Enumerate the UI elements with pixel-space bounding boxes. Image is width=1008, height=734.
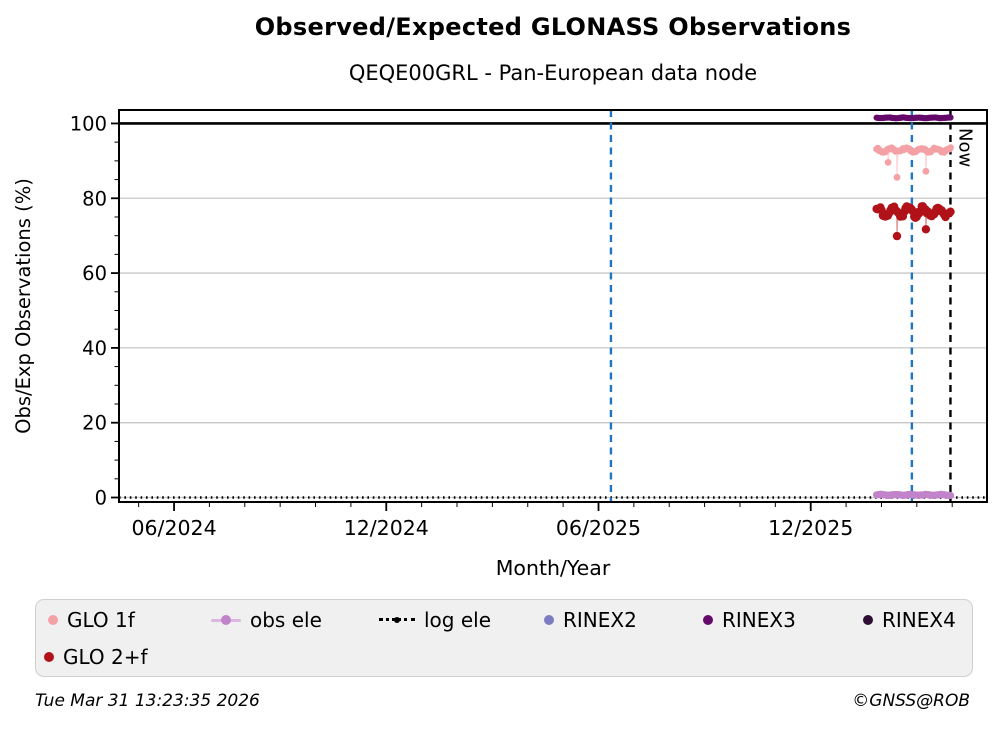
series-glo-1f [873, 144, 954, 181]
series-rinex3 [873, 114, 954, 122]
page-subtitle: QEQE00GRL - Pan-European data node [348, 61, 758, 85]
y-axis-label: Obs/Exp Observations (%) [12, 178, 35, 434]
x-tick-label: 06/2025 [556, 516, 641, 540]
legend-item-rinex2: RINEX2 [544, 608, 637, 632]
x-tick-label: 12/2024 [344, 516, 429, 540]
x-axis-label: Month/Year [496, 556, 611, 580]
legend-item-label: RINEX4 [882, 608, 956, 632]
rinex3-marker-icon [703, 615, 713, 625]
y-tick-label: 0 [95, 487, 107, 510]
legend-item-rinex4: RINEX4 [863, 608, 956, 632]
series-obs-ele [873, 490, 955, 500]
legend-item-label: obs ele [250, 608, 322, 632]
y-gridlines [119, 122, 987, 499]
now-label: Now [954, 128, 975, 167]
rinex4-marker-icon [863, 615, 873, 625]
log-ele-marker-icon [379, 615, 415, 625]
glo-1f-marker-icon [48, 615, 58, 625]
series-glo-2-f [872, 202, 955, 241]
legend-item-label: RINEX2 [563, 608, 637, 632]
y-tick-label: 100 [70, 112, 107, 135]
legend-item-label: GLO 1f [67, 608, 135, 632]
legend-item-glo-1f: GLO 1f [48, 608, 135, 632]
event-lines: Now [609, 110, 975, 502]
legend-item-label: RINEX3 [722, 608, 796, 632]
y-tick-label: 40 [82, 337, 107, 360]
rinex2-marker-icon [544, 615, 554, 625]
y-tick-label: 80 [82, 187, 107, 210]
glo-2f-marker-icon [44, 652, 54, 662]
legend-item-rinex3: RINEX3 [703, 608, 796, 632]
legend-item-label: GLO 2+f [63, 645, 148, 669]
legend-item-glo-2f: GLO 2+f [44, 645, 148, 669]
chart-plot-area: Now 0 20 40 60 80 100 06/2024 12/2024 06/2025 12/2… [12, 109, 988, 580]
x-tick-label: 12/2025 [768, 516, 853, 540]
timestamp: Tue Mar 31 13:23:35 2026 [35, 691, 260, 711]
copyright: ©GNSS@ROB [852, 691, 970, 711]
obs-ele-marker-icon [211, 615, 241, 625]
y-tick-label: 20 [82, 412, 107, 435]
reference-lines [119, 122, 987, 499]
legend-item-log-ele: log ele [379, 608, 491, 632]
chart-legend: GLO 1f obs ele log ele RINEX2 RINEX3 RIN… [35, 599, 973, 677]
legend-item-label: log ele [424, 608, 492, 632]
footer: Tue Mar 31 13:23:35 2026 ©GNSS@ROB [35, 691, 970, 711]
legend-item-obs-ele: obs ele [211, 608, 322, 632]
axes: 0 20 40 60 80 100 06/2024 12/2024 06/2025 12/2025… [12, 109, 988, 580]
y-tick-label: 60 [82, 262, 107, 285]
page-title: Observed/Expected GLONASS Observations [254, 13, 852, 41]
x-tick-label: 06/2024 [131, 516, 216, 540]
